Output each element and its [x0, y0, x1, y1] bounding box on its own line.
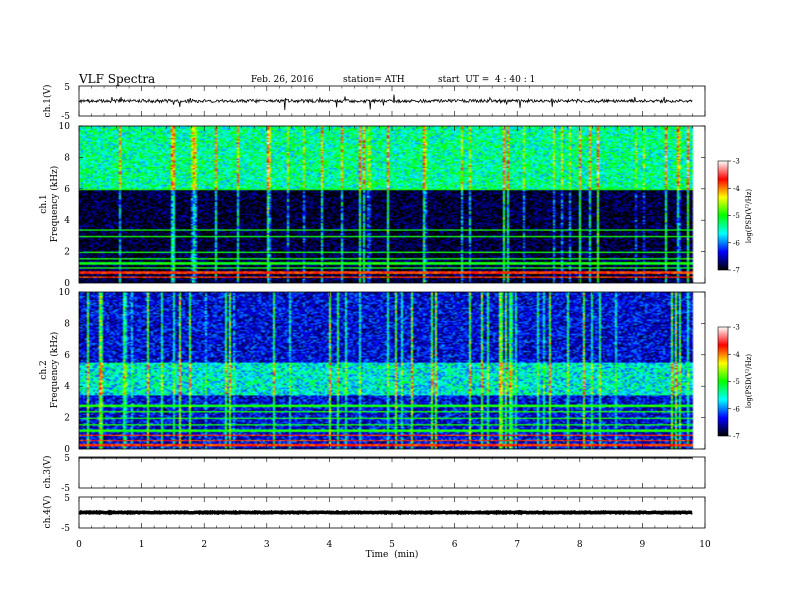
colorbar-ch1-gradient [717, 160, 729, 271]
colorbar-tick-label: -7 [733, 433, 740, 441]
ch3-ylabel: ch.3(V) [42, 456, 53, 489]
time-tick-label: 5 [389, 540, 395, 550]
frequency-tick-label: 8 [64, 319, 70, 329]
frequency-tick-label: 10 [59, 288, 71, 298]
ch2-spectrogram-ylabel-channel: ch.2 [39, 360, 49, 379]
colorbar-ch2-gradient [717, 326, 729, 437]
ch2-spectrogram-image [79, 292, 705, 449]
ch1-ytick-bottom: -5 [61, 112, 70, 122]
colorbar-tick-label: -4 [733, 351, 740, 359]
frequency-tick-label: 10 [59, 122, 71, 132]
frequency-tick-label: 8 [64, 153, 70, 163]
time-tick-label: 10 [699, 540, 711, 550]
time-tick-label: 6 [452, 540, 458, 550]
frequency-tick-label: 2 [64, 414, 70, 424]
colorbar-tick-label: -6 [733, 239, 740, 247]
time-tick-label: 7 [514, 540, 520, 550]
ch2-spectrogram-ylabel-frequency: Frequency (kHz) [49, 332, 60, 409]
ch1-spectrogram-image [79, 126, 705, 283]
colorbar-tick-label: -5 [733, 212, 740, 220]
ch4-ytick-bottom: -5 [61, 524, 70, 534]
station-label: station= ATH [343, 75, 405, 85]
date-label: Feb. 26, 2016 [251, 75, 314, 85]
frequency-tick-label: 4 [64, 382, 70, 392]
ch3-ytick-top: 5 [64, 454, 70, 464]
start-time-label: start UT = 4 : 40 : 1 [438, 75, 536, 85]
ch1-ytick-top: 5 [64, 83, 70, 93]
colorbar-ch1: -3 -4 -5 -6 -7 log(PSD(V²/Hz) [717, 158, 753, 275]
frequency-tick-label: 0 [64, 445, 70, 455]
colorbar-tick-label: -6 [733, 405, 740, 413]
frequency-tick-label: 4 [64, 216, 70, 226]
time-tick-label: 2 [201, 540, 207, 550]
time-axis-ticks [78, 86, 706, 528]
colorbar-tick-label: -3 [733, 324, 740, 332]
ch3-ytick-bottom: -5 [61, 484, 70, 494]
time-tick-label: 9 [640, 540, 646, 550]
ch1-spectrogram-ylabel-frequency: Frequency (kHz) [49, 166, 60, 243]
colorbar-ch1-label: log(PSD(V²/Hz) [745, 189, 753, 244]
colorbar-tick-label: -7 [733, 267, 740, 275]
frequency-tick-label: 6 [64, 351, 70, 361]
time-tick-label: 0 [76, 540, 82, 550]
ch4-ytick-top: 5 [64, 494, 70, 504]
ch1-spectrogram-panel: 10 8 6 4 2 0 ch.1 Frequency (kHz) [39, 122, 706, 289]
colorbar-ch2-label: log(PSD(V²/Hz) [745, 354, 753, 409]
time-tick-label: 1 [139, 540, 145, 550]
ch2-spectrogram-panel: 10 8 6 4 2 0 ch.2 Frequency (kHz) [39, 288, 706, 455]
figure-title: VLF Spectra [79, 72, 156, 86]
colorbar-ch2: -3 -4 -5 -6 -7 log(PSD(V²/Hz) [717, 324, 753, 441]
colorbar-tick-label: -3 [733, 158, 740, 166]
ch1-ylabel: ch.1(V) [42, 85, 53, 118]
time-tick-label: 3 [264, 540, 270, 550]
colorbar-tick-label: -5 [733, 378, 740, 386]
ch1-waveform-trace [78, 94, 693, 111]
time-tick-label: 4 [327, 540, 333, 550]
ch4-ylabel: ch.4(V) [42, 496, 53, 529]
ch1-spectrogram-ylabel-channel: ch.1 [39, 194, 49, 213]
time-tick-label: 8 [577, 540, 583, 550]
colorbar-tick-label: -4 [733, 185, 740, 193]
frequency-tick-label: 0 [64, 279, 70, 289]
time-axis-labels: 0 1 2 3 4 5 6 7 8 9 10 [76, 540, 711, 550]
frequency-tick-label: 6 [64, 185, 70, 195]
time-axis-label: Time (min) [366, 549, 419, 560]
frequency-tick-label: 2 [64, 248, 70, 258]
ch4-waveform-trace [78, 509, 693, 516]
